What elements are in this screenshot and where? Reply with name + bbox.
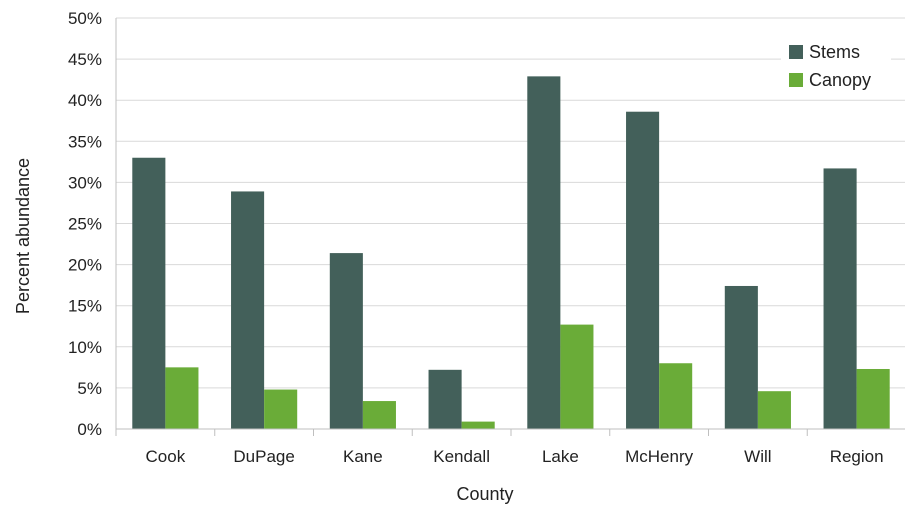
x-tick-label: Kane	[343, 447, 383, 466]
y-tick-label: 30%	[68, 173, 102, 192]
bar-stems-mchenry	[626, 111, 660, 429]
bar-stems-cook	[132, 157, 166, 430]
legend-swatch-stems	[789, 45, 803, 59]
bar-canopy-kendall	[461, 421, 495, 429]
bar-stems-kane	[329, 253, 363, 429]
bar-canopy-region	[856, 368, 890, 429]
bars	[132, 76, 890, 430]
bar-canopy-mchenry	[659, 363, 693, 429]
x-tick-label: Lake	[542, 447, 579, 466]
x-tick-label: DuPage	[233, 447, 294, 466]
bar-canopy-dupage	[264, 389, 298, 429]
legend-label-stems: Stems	[809, 42, 860, 62]
x-tick-label: McHenry	[625, 447, 694, 466]
y-tick-label: 5%	[77, 379, 102, 398]
bar-canopy-will	[757, 391, 791, 429]
bar-stems-kendall	[428, 369, 462, 429]
bar-stems-region	[823, 168, 857, 429]
x-tick-label: Cook	[146, 447, 186, 466]
y-tick-label: 40%	[68, 91, 102, 110]
y-tick-label: 25%	[68, 215, 102, 234]
y-tick-label: 50%	[68, 9, 102, 28]
bar-canopy-cook	[165, 367, 199, 429]
y-axis-title: Percent abundance	[13, 158, 33, 314]
x-tick-label: Will	[744, 447, 771, 466]
legend: Stems Canopy	[781, 34, 891, 98]
legend-box	[781, 34, 891, 98]
y-tick-label: 0%	[77, 420, 102, 439]
x-axis-title: County	[456, 484, 513, 504]
bar-stems-will	[724, 285, 758, 429]
x-tick-label: Region	[830, 447, 884, 466]
bar-stems-lake	[527, 76, 561, 429]
y-tick-label: 35%	[68, 132, 102, 151]
legend-label-canopy: Canopy	[809, 70, 871, 90]
legend-swatch-canopy	[789, 73, 803, 87]
bar-stems-dupage	[231, 191, 265, 429]
x-tick-label: Kendall	[433, 447, 490, 466]
y-tick-label: 20%	[68, 256, 102, 275]
y-tick-label: 45%	[68, 50, 102, 69]
bar-canopy-lake	[560, 324, 594, 429]
y-tick-label: 15%	[68, 297, 102, 316]
y-tick-label: 10%	[68, 338, 102, 357]
axes	[115, 18, 905, 436]
bar-canopy-kane	[362, 401, 396, 429]
x-tick-labels: Cook DuPage Kane Kendall Lake McHenry Will Regi…	[146, 447, 884, 466]
y-tick-labels: 0% 5% 10% 15% 20% 25% 30% 35% 40% 45% 50%	[68, 9, 102, 439]
